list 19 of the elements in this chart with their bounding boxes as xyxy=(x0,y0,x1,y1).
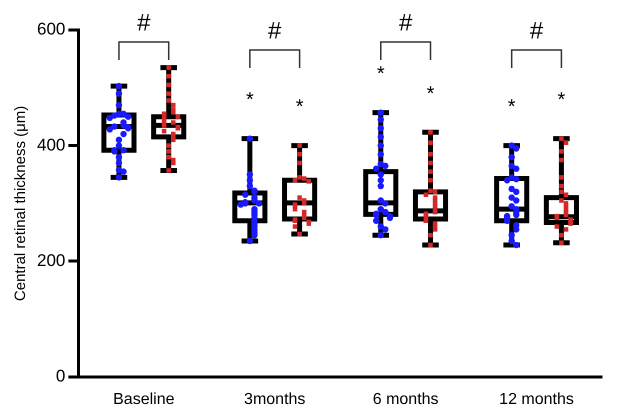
annotation: * xyxy=(558,89,566,112)
y-axis-title: Central retinal thickness (μm) xyxy=(12,106,30,302)
annotation: * xyxy=(376,63,385,86)
annotation: * xyxy=(426,82,435,105)
annotation: * xyxy=(508,96,516,118)
y-tick-label: 200 xyxy=(36,250,66,270)
x-tick-label: 12 months xyxy=(499,390,574,408)
y-tick-label: 0 xyxy=(56,366,66,386)
annotation: # xyxy=(530,18,544,45)
x-tick-label: 3months xyxy=(244,390,306,408)
x-tick-label: 6 months xyxy=(372,390,439,408)
y-tick-label: 600 xyxy=(36,20,66,39)
annotation: * xyxy=(246,89,254,112)
annotation: # xyxy=(137,10,152,37)
annotation: # xyxy=(268,18,282,45)
annotation: * xyxy=(296,96,304,118)
y-tick-label: 400 xyxy=(36,135,66,154)
annotation: # xyxy=(398,10,413,37)
x-tick-label: Baseline xyxy=(113,390,175,408)
